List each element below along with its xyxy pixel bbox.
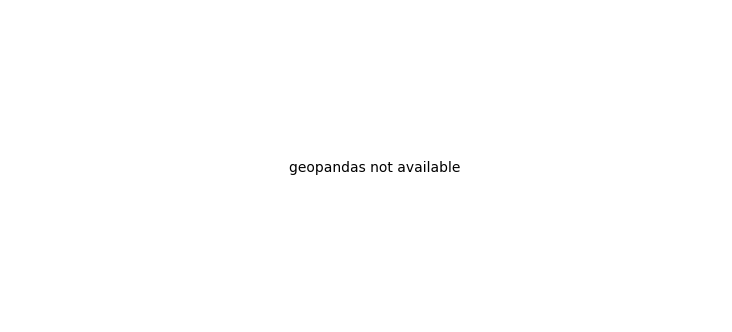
Text: geopandas not available: geopandas not available	[289, 161, 461, 175]
